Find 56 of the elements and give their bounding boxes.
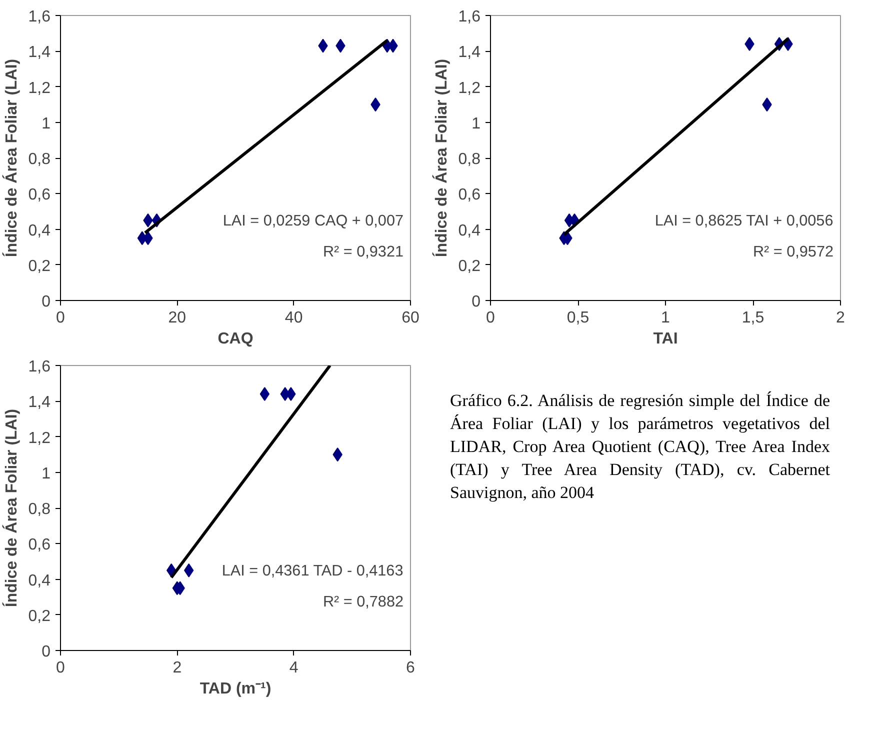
x-tick-label: 0 — [56, 660, 66, 676]
annotation: R² = 0,9321 — [322, 244, 404, 261]
y-tick-label: 0 — [472, 294, 481, 310]
y-tick-label: 1,2 — [458, 80, 481, 97]
x-tick-label: 0 — [56, 310, 66, 326]
y-tick-label: 0,4 — [28, 222, 51, 240]
point — [286, 387, 296, 401]
annotation: R² = 0,9572 — [752, 244, 834, 261]
y-tick-label: 0,4 — [458, 222, 481, 240]
x-tick-label: 0 — [486, 310, 496, 326]
y-tick-label: 0 — [42, 644, 51, 660]
y-tick-label: 1 — [42, 115, 51, 132]
y-tick-label: 0,2 — [28, 608, 51, 625]
y-tick-label: 0,8 — [458, 151, 481, 168]
y-tick-label: 0,8 — [28, 151, 51, 168]
y-tick-label: 0,6 — [28, 536, 51, 554]
point — [260, 387, 270, 401]
y-tick-label: 0,6 — [458, 186, 481, 204]
y-tick-label: 0,8 — [28, 501, 51, 518]
y-tick-label: 1,2 — [28, 430, 51, 447]
y-tick-label: 1,6 — [28, 358, 51, 376]
x-tick-label: 4 — [289, 660, 298, 676]
annotation: LAI = 0,0259 CAQ + 0,007 — [222, 212, 404, 230]
y-tick-label: 1,6 — [28, 8, 51, 26]
x-tick-label: 2 — [172, 660, 182, 676]
x-tick-label: 2 — [836, 310, 846, 326]
y-tick-label: 1,4 — [28, 394, 51, 412]
y-tick-label: 1 — [42, 465, 51, 482]
y-tick-label: 1,2 — [28, 80, 51, 97]
point — [744, 37, 754, 51]
y-tick-label: 1 — [472, 115, 481, 132]
y-tick-label: 0,4 — [28, 572, 51, 590]
y-tick-label: 1,4 — [458, 44, 481, 62]
y-tick-label: 0,2 — [458, 258, 481, 275]
x-tick-label: 20 — [168, 310, 186, 326]
x-tick-label: 1 — [661, 310, 670, 326]
x-tick-label: 0,5 — [566, 310, 590, 326]
x-tick-label: 6 — [406, 660, 416, 676]
x-axis-title: CAQ — [218, 330, 254, 348]
text: Gráfico 6.2. Análisis de regresión simple del Índice de Área Foliar (LAI) y los parámetros vegetativos del LIDAR, Crop Area Quotient (CAQ), Tree Area Index (TAI) y Tree Area Density (TAD), cv. Cabernet Sauvignon, año 2004 — [450, 390, 830, 504]
annotation: LAI = 0,4361 TAD - 0,4163 — [222, 562, 404, 580]
x-tick-label: 60 — [402, 310, 420, 326]
y-tick-label: 0,2 — [28, 258, 51, 275]
y-axis-title: Índice de Área Foliar (LAI) — [1, 58, 20, 258]
x-tick-label: 40 — [284, 310, 303, 326]
y-tick-label: 1,4 — [28, 44, 51, 62]
y-tick-label: 0 — [42, 294, 51, 310]
y-axis-title: Índice de Área Foliar (LAI) — [1, 408, 20, 608]
x-axis-title: TAI — [653, 330, 678, 348]
y-axis-title: Índice de Área Foliar (LAI) — [431, 58, 450, 258]
annotation: LAI = 0,8625 TAI + 0,0056 — [654, 212, 834, 230]
y-tick-label: 0,6 — [28, 186, 51, 204]
x-tick-label: 1,5 — [742, 310, 764, 326]
x-axis-title: TAD (m⁻¹) — [200, 680, 272, 698]
y-tick-label: 1,6 — [458, 8, 481, 26]
annotation: R² = 0,7882 — [322, 594, 404, 611]
